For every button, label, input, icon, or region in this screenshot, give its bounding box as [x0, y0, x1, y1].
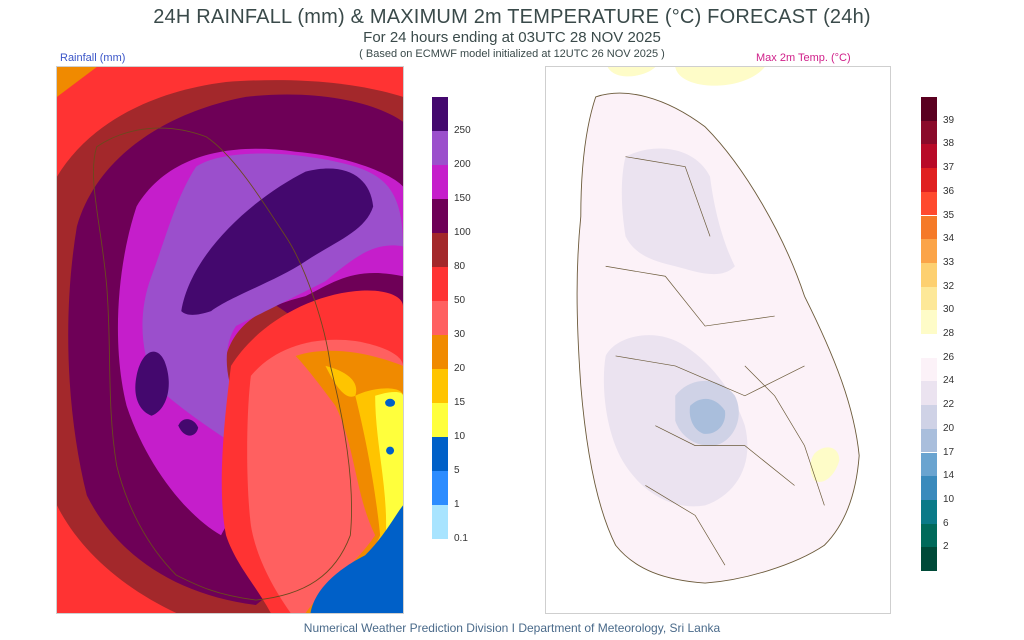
temperature-colorbar-bin [921, 262, 937, 287]
temperature-colorbar-tick: 14 [943, 470, 955, 482]
temperature-colorbar-tick: 37 [943, 162, 955, 174]
temperature-colorbar-bin [921, 286, 937, 311]
temperature-colorbar-bin [921, 215, 937, 240]
rainfall-colorbar-bin [432, 437, 448, 471]
rainfall-colorbar-tick: 0.1 [454, 533, 468, 544]
temp-band-22-24-north [621, 148, 735, 275]
temp-band-28-30 [810, 447, 840, 482]
rainfall-colorbar-tick: 150 [454, 193, 471, 204]
temperature-colorbar-bin [921, 405, 937, 429]
temperature-colorbar-bin [921, 428, 937, 453]
temp-band-24-26 [577, 93, 860, 584]
temperature-colorbar-tick: 38 [943, 138, 955, 150]
temperature-colorbar-bin [921, 120, 937, 145]
rainfall-colorbar-tick: 200 [454, 159, 471, 170]
temperature-colorbar-tick: 22 [943, 399, 955, 411]
temperature-colorbar-bin [921, 310, 937, 334]
chart-subtitle: For 24 hours ending at 03UTC 28 NOV 2025 [363, 29, 661, 46]
temperature-colorbar-bin [921, 381, 937, 406]
temperature-colorbar-bin [921, 239, 937, 263]
rain-island-outline [92, 127, 352, 601]
temperature-colorbar-bin [921, 97, 937, 121]
temperature-colorbar-tick: 17 [943, 446, 955, 458]
temperature-colorbar-tick: 10 [943, 493, 955, 505]
temperature-colorbar-bin [921, 547, 937, 571]
temperature-colorbar-tick: 28 [943, 328, 955, 339]
rainfall-colorbar-bin [432, 505, 448, 539]
temperature-colorbar-tick: 6 [943, 517, 949, 529]
temperature-colorbar-tick: 32 [943, 280, 955, 292]
rainfall-colorbar-bin [432, 165, 448, 199]
rainfall-colorbar-tick: 20 [454, 363, 466, 374]
temperature-contours [576, 67, 860, 584]
rainfall-colorbar-bin [432, 233, 448, 267]
model-note: ( Based on ECMWF model initialized at 12… [359, 48, 665, 60]
rainfall-colorbar-tick: 250 [454, 125, 471, 136]
temperature-colorbar-tick: 2 [943, 541, 949, 553]
rainfall-map [56, 66, 404, 614]
rainfall-contours [57, 67, 403, 613]
temperature-colorbar-bin [921, 452, 937, 477]
rain-band-250-west [135, 351, 169, 416]
rain-band-5 [310, 505, 403, 613]
rainfall-colorbar-bin [432, 199, 448, 233]
rainfall-colorbar-bin [432, 97, 448, 131]
chart-title: 24H RAINFALL (mm) & MAXIMUM 2m TEMPERATU… [153, 6, 871, 28]
footer-credit: Numerical Weather Prediction Division I … [303, 621, 721, 635]
temperature-colorbar-bin [921, 334, 937, 358]
temperature-colorbar-bin [921, 191, 937, 216]
temperature-colorbar-tick: 24 [943, 375, 955, 387]
rainfall-colorbar-bin [432, 471, 448, 505]
temperature-colorbar-tick: 20 [943, 422, 955, 434]
temperature-colorbar-tick: 35 [943, 209, 955, 221]
rainfall-colorbar-bin [432, 267, 448, 301]
rainfall-colorbar-bin [432, 131, 448, 165]
district-boundaries [605, 156, 825, 566]
rainfall-colorbar-tick: 100 [454, 227, 471, 238]
rainfall-colorbar-tick: 15 [454, 397, 466, 408]
temperature-colorbar-tick: 34 [943, 233, 955, 245]
rainfall-colorbar-bin [432, 335, 448, 369]
rainfall-colorbar-tick: 50 [454, 295, 466, 306]
temperature-colorbar-tick: 39 [943, 114, 955, 126]
rainfall-colorbar-bin [432, 301, 448, 335]
temperature-colorbar-tick: 33 [943, 256, 955, 268]
rainfall-colorbar-tick: 30 [454, 329, 466, 340]
rainfall-colorbar-bin [432, 369, 448, 403]
rainfall-colorbar-tick: 10 [454, 431, 466, 442]
rainfall-colorbar-tick: 1 [454, 499, 460, 510]
rain-band-250-north [181, 168, 374, 315]
temp-island-outline [576, 92, 860, 584]
temperature-colorbar-tick: 36 [943, 185, 955, 197]
temperature-colorbar-bin [921, 523, 937, 548]
rainfall-colorbar-tick: 5 [454, 465, 460, 476]
rainfall-panel-label: Rainfall (mm) [60, 52, 126, 64]
temperature-colorbar-tick: 30 [943, 304, 955, 316]
temperature-colorbar-tick: 26 [943, 351, 955, 363]
temperature-colorbar-bin [921, 499, 937, 524]
rain-band-250-center [178, 419, 199, 436]
rainfall-colorbar-tick: 80 [454, 261, 466, 272]
temperature-map [545, 66, 891, 614]
temperature-panel-label: Max 2m Temp. (°C) [756, 52, 851, 64]
temp-band-17-20 [689, 398, 726, 434]
rainfall-colorbar-bin [432, 403, 448, 437]
temperature-colorbar-bin [921, 144, 937, 169]
temperature-colorbar-bin [921, 476, 937, 500]
temperature-colorbar-bin [921, 357, 937, 382]
temperature-colorbar-bin [921, 168, 937, 192]
